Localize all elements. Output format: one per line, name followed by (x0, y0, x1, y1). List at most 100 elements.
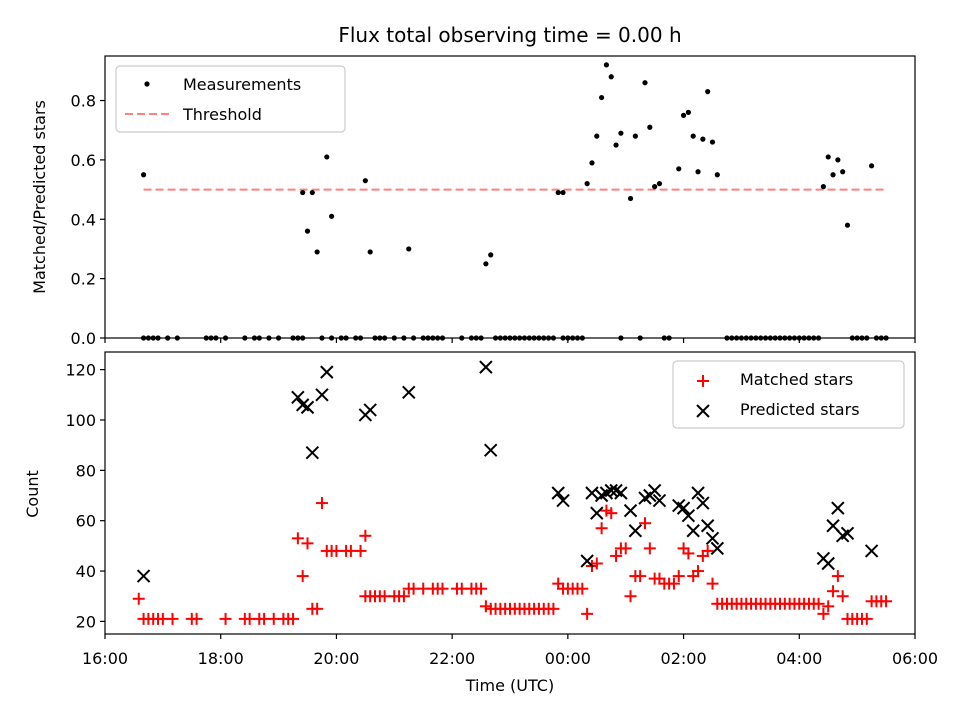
measurement-point (652, 184, 658, 190)
predicted-star-point (484, 443, 498, 457)
measurement-point (589, 160, 595, 166)
predicted-star-point (864, 544, 879, 558)
matched-star-point (706, 577, 719, 590)
measurement-point (613, 142, 619, 148)
matched-star-point (860, 612, 873, 625)
matched-star-point (831, 570, 844, 583)
predicted-star-point (628, 524, 643, 538)
measurement-point (362, 178, 368, 184)
matched-star-point (296, 570, 309, 583)
measurement-point (844, 222, 851, 228)
matched-star-point (475, 582, 488, 595)
matched-star-point (836, 590, 849, 603)
predicted-star-point (696, 496, 710, 510)
predicted-star-point (821, 556, 835, 571)
measurement-point (560, 189, 566, 196)
measurement-point (820, 184, 826, 190)
bottom-legend: Matched stars Predicted stars (672, 360, 905, 429)
measurement-point (608, 74, 614, 80)
x-tick-label: 02:00 (661, 649, 707, 668)
bottom-axes-frame (104, 351, 916, 635)
predicted-star-point (840, 526, 855, 540)
matched-star-point (880, 595, 893, 608)
predicted-star-point (652, 493, 667, 508)
predicted-star-point (686, 524, 700, 538)
bottom-y-tick-label: 100 (65, 411, 96, 430)
predicted-star-point (320, 365, 334, 379)
measurement-point (680, 112, 687, 118)
matched-star-point (359, 529, 372, 542)
measurements-legend-marker (144, 81, 150, 87)
matched-star-point (301, 537, 314, 550)
predicted-star-point (831, 501, 845, 515)
predicted-star-point (556, 493, 570, 508)
predicted-star-point (647, 483, 662, 498)
measurement-point (300, 189, 306, 196)
predicted-star-point (590, 506, 604, 520)
matched-star-point (576, 582, 589, 595)
matched-star-point (287, 612, 300, 625)
matched-star-point (701, 544, 714, 557)
matched-star-point (436, 582, 449, 595)
matched-star-point (817, 607, 830, 620)
matched-star-point (812, 597, 825, 610)
predicted-star-point (305, 446, 320, 460)
matched-star-point (639, 517, 651, 530)
measurement-point (603, 62, 610, 68)
measurement-point (695, 169, 701, 175)
measurement-point (690, 133, 696, 139)
legend-threshold: Threshold (182, 105, 262, 124)
predicted-star-point (700, 519, 715, 533)
matched-star-point (619, 542, 632, 555)
measurement-point (584, 181, 590, 187)
bottom-panel: Count Time (UTC) 20 40 60 80 100 120 16:00 18:… (23, 351, 938, 695)
bottom-x-ticks: 16:00 18:00 20:00 22:00 00:00 02:00 04:00 06:00 (82, 634, 938, 668)
matched-star-point (605, 507, 618, 520)
matched-star-point (354, 544, 367, 557)
x-tick-label: 00:00 (545, 649, 591, 668)
matched-star-point (610, 549, 623, 562)
predicted-star-point (402, 385, 416, 399)
top-y-tick-label: 0.2 (71, 270, 96, 289)
measurement-point (705, 89, 711, 95)
predicted-star-point (580, 554, 594, 568)
top-x-ticks (104, 338, 916, 343)
bottom-y-tick-label: 80 (76, 461, 96, 480)
top-y-tick-label: 0.4 (71, 210, 96, 229)
measurement-point (555, 189, 561, 196)
measurement-point (304, 228, 311, 234)
predicted-star-point (705, 531, 720, 546)
matched-star-point (822, 600, 835, 613)
top-axes-frame (104, 55, 916, 339)
measurement-point (324, 154, 330, 160)
measurement-point (483, 261, 489, 267)
measurement-point (825, 154, 831, 160)
bottom-y-axis-label: Count (23, 470, 42, 518)
x-tick-label: 20:00 (313, 649, 359, 668)
measurement-point (869, 163, 875, 169)
top-y-tick-label: 0.8 (71, 92, 96, 111)
measurement-point (685, 109, 691, 115)
measurement-point (632, 133, 638, 139)
predicted-star-point (623, 503, 638, 518)
x-tick-label: 06:00 (892, 649, 938, 668)
measurement-point (140, 172, 147, 178)
bottom-y-ticks: 20 40 60 80 100 120 (65, 361, 105, 631)
predicted-star-point (614, 486, 628, 500)
matched-star-point (692, 565, 705, 578)
predicted-star-point (710, 541, 725, 556)
measurement-point (700, 136, 706, 142)
matched-stars-legend-marker (697, 375, 709, 387)
top-y-tick-label: 0.0 (71, 329, 96, 348)
bottom-legend-box (672, 360, 905, 429)
measurement-point (309, 189, 315, 196)
matched-star-point (166, 612, 179, 625)
measurement-point (835, 157, 841, 163)
matched-star-point (190, 612, 203, 625)
measurement-point (367, 249, 373, 255)
legend-predicted-stars: Predicted stars (740, 400, 860, 419)
chart-title: Flux total observing time = 0.00 h (338, 23, 681, 47)
matched-star-point (291, 532, 304, 545)
predicted-star-point (691, 486, 705, 500)
